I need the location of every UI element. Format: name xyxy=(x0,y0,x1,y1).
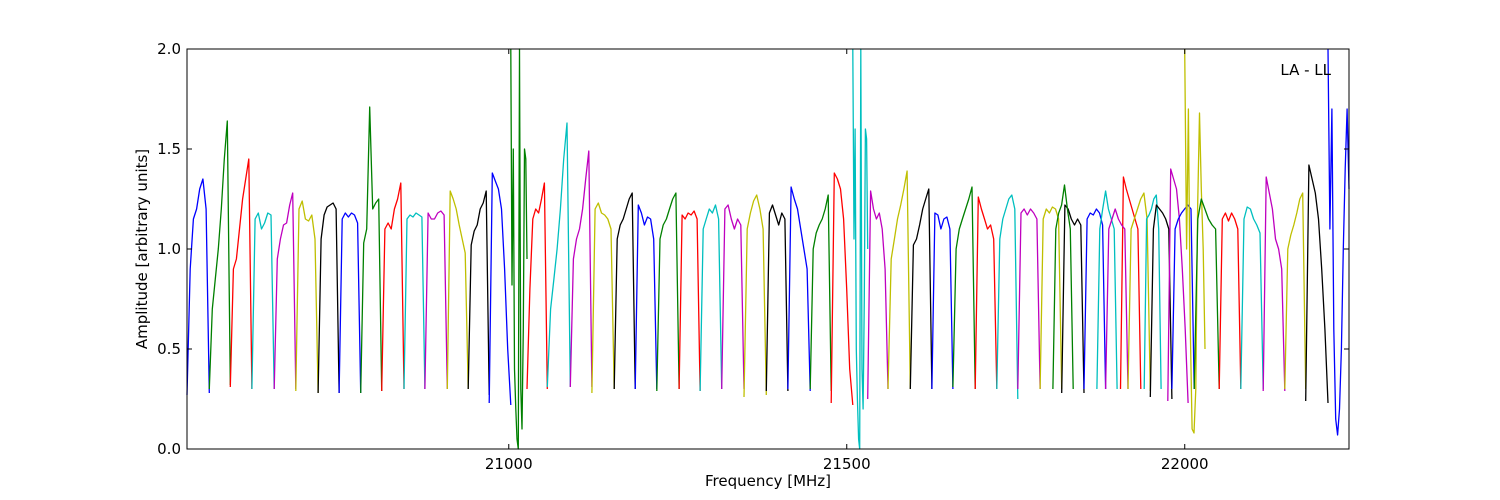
x-tick-label: 21000 xyxy=(485,455,533,473)
series-segment-25 xyxy=(721,204,745,390)
series-segment-19 xyxy=(591,202,615,394)
series-segment-33 xyxy=(887,170,911,390)
series-segment-51 xyxy=(1171,204,1195,390)
series-segment-35 xyxy=(931,212,954,390)
series-segment-56 xyxy=(1262,176,1286,392)
series-segment-39 xyxy=(1017,208,1041,390)
series-segment-10 xyxy=(403,212,426,390)
series-segment-4 xyxy=(273,192,297,390)
y-tick-label: 1.0 xyxy=(157,240,181,258)
series-segment-58 xyxy=(1305,164,1329,404)
series-segment-17 xyxy=(546,122,571,388)
series-segment-15 xyxy=(510,48,528,450)
series-segment-18 xyxy=(569,150,593,388)
series-segment-9 xyxy=(381,182,405,392)
series-segment-43 xyxy=(1083,208,1107,390)
series-segment-59 xyxy=(1327,48,1350,436)
series-segment-0 xyxy=(186,178,210,396)
series-segment-26 xyxy=(743,194,767,398)
series-segment-37 xyxy=(974,196,998,390)
series-segment-5 xyxy=(295,200,319,394)
series-segment-28 xyxy=(787,186,811,392)
series-segment-42 xyxy=(1052,184,1074,390)
x-tick-label: 21500 xyxy=(823,455,871,473)
y-tick-label: 0.0 xyxy=(157,440,181,458)
series-segment-48 xyxy=(1143,194,1162,390)
x-axis-label: Frequency [MHz] xyxy=(705,472,831,490)
series-segment-41 xyxy=(1061,204,1085,394)
series-segment-2 xyxy=(229,158,253,390)
series-segment-12 xyxy=(446,190,469,390)
series-segment-50 xyxy=(1167,168,1189,404)
series-segment-13 xyxy=(467,190,490,396)
series-segment-46 xyxy=(1104,208,1129,390)
series-segment-30 xyxy=(830,172,854,406)
y-tick-label: 0.5 xyxy=(157,340,181,358)
series-segment-36 xyxy=(952,186,976,390)
series-segment-34 xyxy=(909,188,933,390)
series-segment-20 xyxy=(613,192,636,390)
series-segment-29 xyxy=(809,194,832,392)
y-tick-label: 1.5 xyxy=(157,140,181,158)
series-segment-49 xyxy=(1149,204,1173,400)
series-segment-32 xyxy=(867,190,889,400)
series-segment-22 xyxy=(656,192,680,392)
series-segment-14 xyxy=(488,172,512,406)
series-segment-27 xyxy=(765,204,789,392)
series-segment-31 xyxy=(852,48,869,450)
series-segment-1 xyxy=(208,120,231,390)
series-segment-44 xyxy=(1096,190,1118,390)
series-segment-57 xyxy=(1284,192,1307,390)
series-segment-53 xyxy=(1193,198,1220,390)
tick-layer: 21000 21500 22000 0.0 0.5 1.0 1.5 2.0 xyxy=(157,40,1349,473)
series-segment-24 xyxy=(699,204,723,392)
x-tick-label: 22000 xyxy=(1161,455,1209,473)
series-segment-54 xyxy=(1218,212,1242,390)
series-segment-11 xyxy=(424,210,448,390)
series-segment-47 xyxy=(1127,192,1151,392)
series-segment-40 xyxy=(1039,206,1063,390)
series-segment-3 xyxy=(251,212,275,390)
y-tick-label: 2.0 xyxy=(157,40,181,58)
series-segment-7 xyxy=(338,212,362,394)
annotation-label: LA - LL xyxy=(1280,61,1331,79)
series-segment-8 xyxy=(360,106,383,394)
series-segment-16 xyxy=(526,182,548,390)
y-axis-label: Amplitude [arbitrary units] xyxy=(133,149,151,349)
series-segment-55 xyxy=(1240,206,1264,390)
series-segment-6 xyxy=(317,202,340,394)
series-layer xyxy=(186,48,1350,450)
series-segment-21 xyxy=(634,204,658,390)
series-segment-45 xyxy=(1119,176,1142,390)
series-segment-38 xyxy=(996,194,1019,400)
series-segment-23 xyxy=(678,210,701,392)
